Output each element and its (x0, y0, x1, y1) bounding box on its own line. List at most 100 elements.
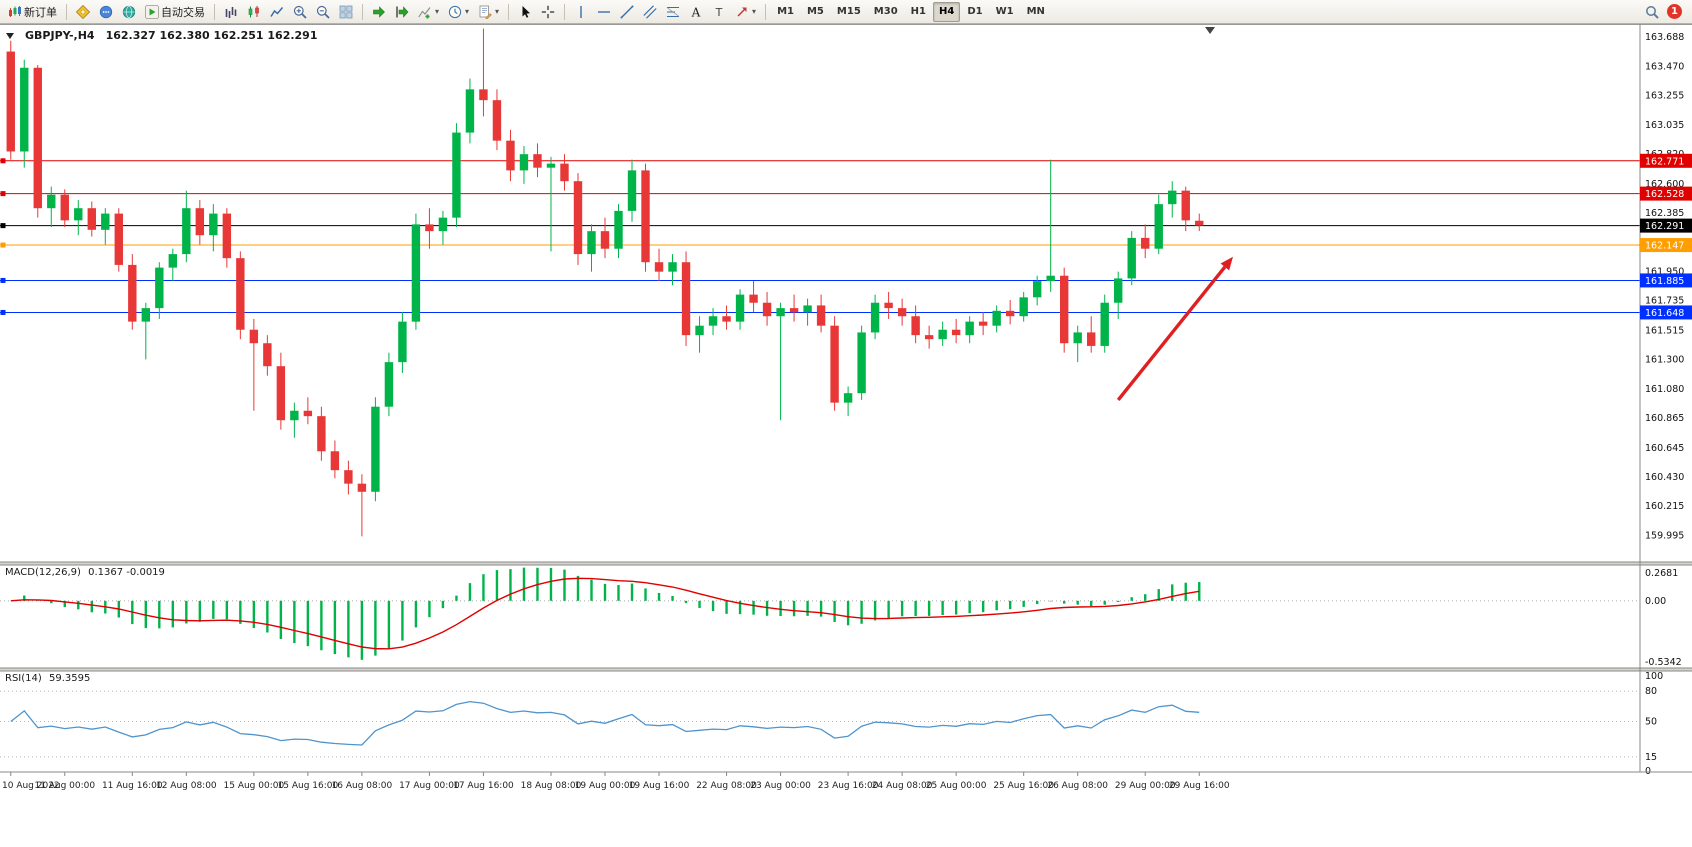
chart-candlesticks-button[interactable] (243, 2, 265, 22)
chart-window[interactable]: 0.26810.00-0.53421008050150163.688163.47… (0, 24, 1692, 847)
autotrading-button[interactable]: 自动交易 (141, 2, 209, 22)
auto-scroll-button[interactable] (368, 2, 390, 22)
new-order-button[interactable]: 新订单 (4, 2, 61, 22)
toolbar-separator (66, 3, 67, 20)
toolbar-separator (362, 3, 363, 20)
linechart-icon (270, 5, 284, 19)
time-axis-label: 17 Aug 16:00 (453, 781, 514, 791)
svg-text:163.035: 163.035 (1645, 120, 1684, 131)
svg-text:161.885: 161.885 (1645, 276, 1684, 287)
timeframe-m5-button[interactable]: M5 (801, 2, 830, 22)
textA-icon: A (689, 5, 703, 19)
vertical-line-button[interactable] (570, 2, 592, 22)
channel-icon (643, 4, 657, 19)
line-anchor-handle[interactable] (0, 223, 6, 229)
vline-icon (574, 5, 588, 19)
text-label-button[interactable]: T (708, 2, 730, 22)
metaeditor-button[interactable] (72, 2, 94, 22)
svg-text:161.515: 161.515 (1645, 325, 1684, 336)
time-axis-label: 15 Aug 16:00 (278, 781, 339, 791)
chevron-down-icon[interactable]: ▾ (435, 7, 440, 16)
hline-icon (597, 5, 611, 19)
horizontal-line-button[interactable] (593, 2, 615, 22)
panel-splitter[interactable] (0, 668, 1692, 671)
chart-canvas[interactable]: 0.26810.00-0.53421008050150163.688163.47… (0, 24, 1692, 847)
line-anchor-handle[interactable] (0, 309, 6, 315)
svg-text:160.215: 160.215 (1645, 501, 1684, 512)
chart-shift-button[interactable] (391, 2, 413, 22)
search-button[interactable] (1641, 2, 1663, 22)
line-anchor-handle[interactable] (0, 277, 6, 283)
price-badges: 162.771 162.528 162.291 162.147 161.885 161.6… (1640, 153, 1692, 320)
time-axis-label: 11 Aug 00:00 (34, 781, 95, 791)
line-anchor-handle[interactable] (0, 158, 6, 164)
market-watch-button[interactable] (95, 2, 117, 22)
chevron-down-icon[interactable]: ▾ (752, 7, 757, 16)
price-badge-162.147 (1640, 238, 1692, 253)
macd-histogram (23, 567, 1201, 660)
svg-text:160.430: 160.430 (1645, 472, 1684, 483)
svg-text:161.080: 161.080 (1645, 384, 1684, 395)
panel-splitter[interactable] (0, 562, 1692, 565)
timeframe-h4-button[interactable]: H4 (932, 1, 961, 22)
chart-background (0, 24, 1692, 847)
chart-shift-marker[interactable] (1205, 27, 1216, 34)
chart-line-button[interactable] (266, 2, 288, 22)
zoom-in-button[interactable] (289, 2, 311, 22)
compass-icon (76, 4, 90, 19)
svg-text:163.470: 163.470 (1645, 61, 1684, 72)
chevron-down-icon[interactable]: ▾ (465, 7, 470, 16)
chevron-down-icon[interactable]: ▾ (495, 7, 500, 16)
indicators-list-button[interactable]: ▾ (414, 2, 443, 22)
timeframe-mn-button[interactable]: MN (1021, 2, 1051, 22)
svg-text:162.528: 162.528 (1645, 189, 1684, 200)
svg-text:161.735: 161.735 (1645, 296, 1684, 307)
arrows-button[interactable]: ▾ (731, 2, 760, 22)
svg-text:162.291: 162.291 (1645, 221, 1684, 232)
macd-axis-max: 0.2681 (1645, 568, 1678, 579)
chart-bars-button[interactable] (220, 2, 242, 22)
toolbar-separator (508, 3, 510, 20)
equidistant-channel-button[interactable] (639, 2, 661, 22)
text-button[interactable]: A (685, 2, 707, 22)
tile-windows-button[interactable] (335, 2, 357, 22)
crosshair-button[interactable] (537, 2, 559, 22)
time-axis-label: 23 Aug 00:00 (750, 781, 811, 791)
time-axis-label: 12 Aug 08:00 (156, 781, 217, 791)
line-anchor-handle[interactable] (0, 242, 6, 248)
timeframe-m30-button[interactable]: M30 (868, 2, 904, 22)
trend-icon (620, 5, 634, 19)
timeframe-h1-button[interactable]: H1 (905, 2, 932, 22)
trendline-button[interactable] (616, 2, 638, 22)
zoom-out-button[interactable] (312, 2, 334, 22)
price-badge-162.528 (1640, 186, 1692, 201)
cursor-button[interactable] (514, 2, 536, 22)
templates-button[interactable]: ▾ (474, 2, 503, 22)
time-axis-label: 25 Aug 00:00 (926, 781, 987, 791)
time-axis-label: 23 Aug 16:00 (818, 781, 879, 791)
time-axis-label: 19 Aug 16:00 (629, 781, 690, 791)
trend-arrow-annotation[interactable] (1116, 256, 1234, 402)
one-click-trading-arrow-icon[interactable] (6, 32, 14, 39)
clock-icon (448, 5, 462, 19)
price-badge-162.771 (1640, 153, 1692, 168)
periods-button[interactable]: ▾ (444, 2, 473, 22)
shift-icon (395, 5, 409, 19)
timeframe-m15-button[interactable]: M15 (831, 2, 867, 22)
svg-text:160.645: 160.645 (1645, 443, 1684, 454)
line-anchor-handle[interactable] (0, 191, 6, 197)
time-axis-label: 16 Aug 08:00 (332, 781, 393, 791)
navigator-button[interactable] (118, 2, 140, 22)
macd-panel[interactable]: 0.2681 0.00 -0.5342 (0, 567, 1682, 668)
indicator-icon (418, 5, 432, 19)
arrows-icon (735, 5, 749, 19)
svg-text:162.600: 162.600 (1645, 179, 1684, 190)
rsi-axis-label: 50 (1645, 717, 1657, 728)
notification-badge[interactable]: 1 (1667, 4, 1682, 19)
fibonacci-retracement-button[interactable] (662, 2, 684, 22)
new-order-icon (8, 5, 22, 19)
timeframe-w1-button[interactable]: W1 (990, 2, 1020, 22)
timeframe-m1-button[interactable]: M1 (771, 2, 800, 22)
svg-text:161.300: 161.300 (1645, 354, 1684, 365)
timeframe-d1-button[interactable]: D1 (961, 2, 988, 22)
